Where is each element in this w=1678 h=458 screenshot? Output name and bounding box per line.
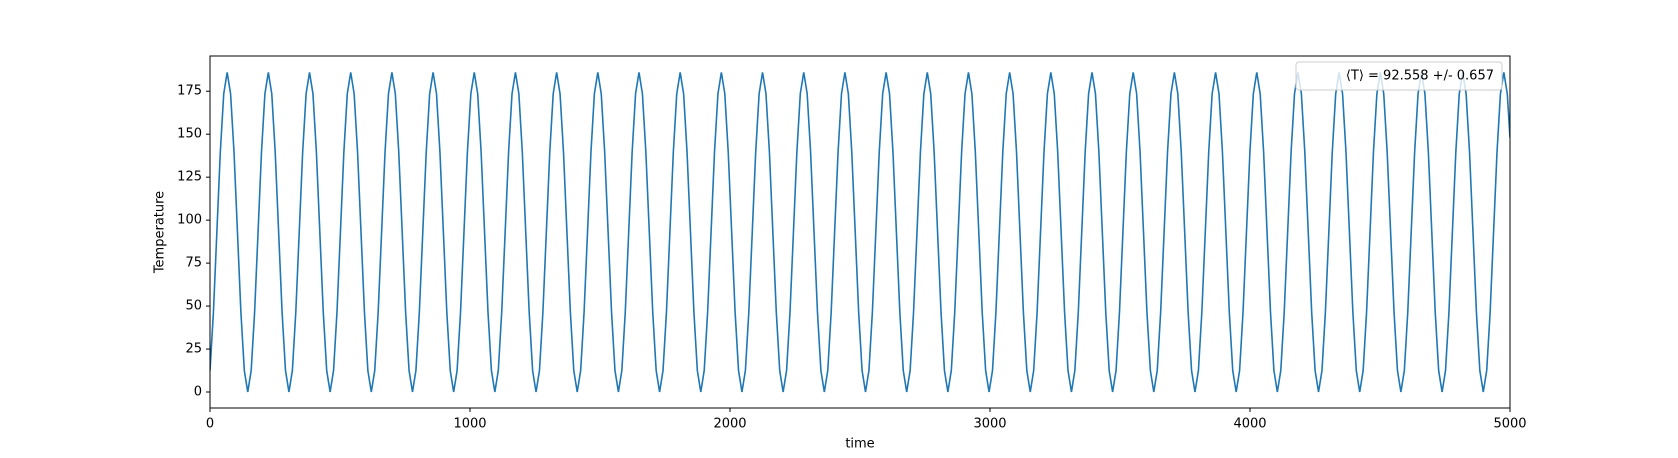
x-axis-label: time <box>845 437 874 452</box>
plot-frame <box>209 55 1511 409</box>
y-tick-label: 75 <box>185 256 202 271</box>
y-tick-label: 25 <box>185 342 202 357</box>
y-tick-label: 175 <box>177 84 202 99</box>
y-tick-label: 125 <box>177 170 202 185</box>
y-tick-label: 50 <box>185 299 202 314</box>
x-tick-label: 1000 <box>453 417 486 432</box>
y-tick-label: 150 <box>177 127 202 142</box>
y-tick-label: 100 <box>177 213 202 228</box>
x-tick-label: 2000 <box>713 417 746 432</box>
data-line <box>210 72 1510 393</box>
x-tick-label: 4000 <box>1233 417 1266 432</box>
y-axis-label: Temperature <box>153 191 168 274</box>
legend-label: ⟨T⟩ = 92.558 +/- 0.657 <box>1346 69 1494 84</box>
x-tick-label: 0 <box>206 417 214 432</box>
x-tick-label: 5000 <box>1493 417 1526 432</box>
legend-box <box>1295 61 1503 91</box>
x-tick-label: 3000 <box>973 417 1006 432</box>
y-tick-label: 0 <box>194 385 202 400</box>
